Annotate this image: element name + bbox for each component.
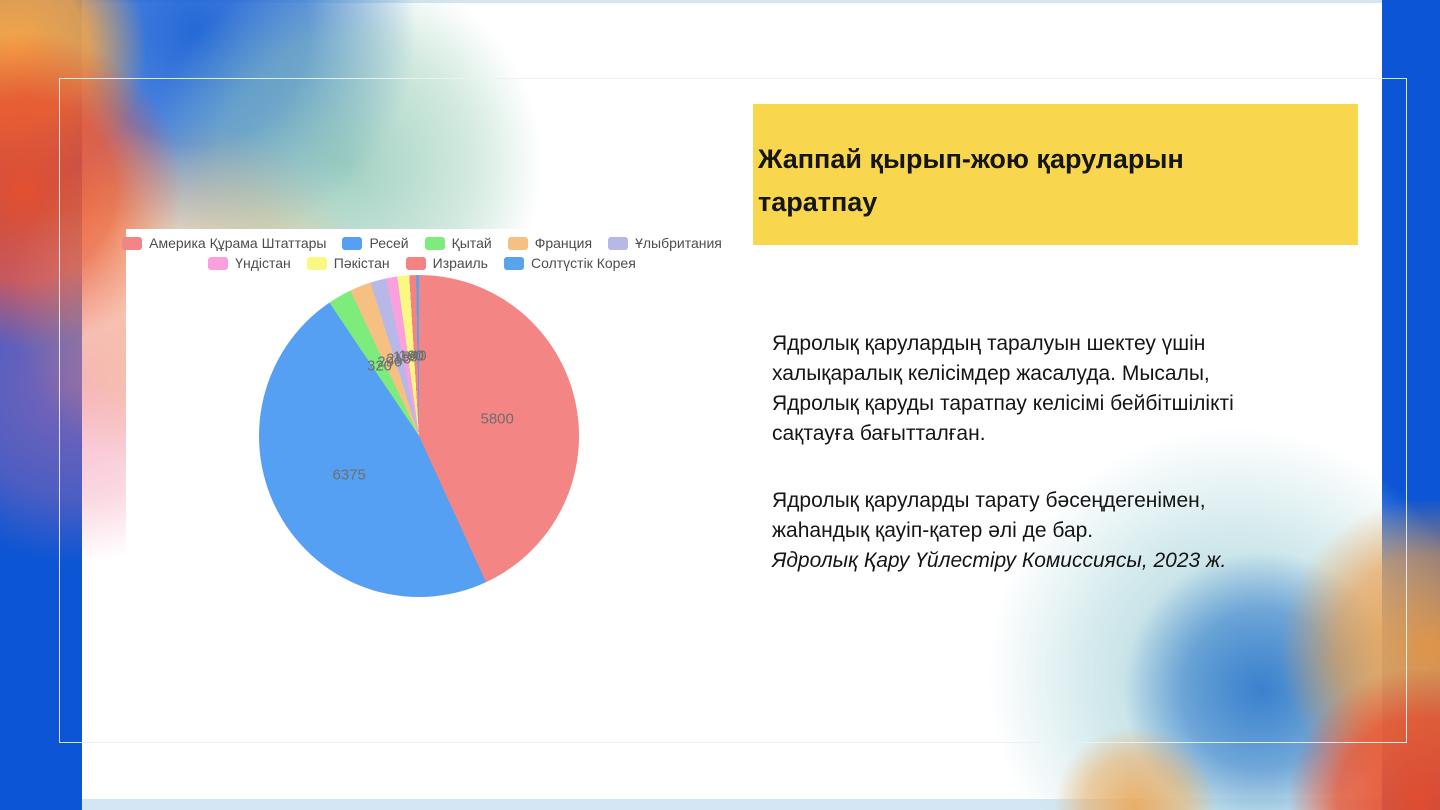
- pie-label-4: 215: [386, 350, 412, 368]
- legend-swatch-icon: [507, 236, 528, 250]
- legend-label: Франция: [534, 235, 593, 251]
- body-paragraph-2: Ядролық қаруларды тарату бәсеңдегенімен,…: [772, 489, 1206, 542]
- pie-label-2: 320: [366, 357, 393, 375]
- pie-label-3: 290: [377, 353, 403, 370]
- legend-item-1: Ресей: [342, 235, 409, 251]
- legend-label: Қытай: [451, 235, 492, 251]
- bottom-edge-strip: [82, 799, 1382, 810]
- pie-label-6: 160: [398, 347, 424, 365]
- pie-label-7: 90: [407, 347, 425, 365]
- pie-label-5: 150: [392, 348, 418, 366]
- legend-label: Үндістан: [235, 255, 291, 271]
- legend-label: Америка Құрама Штаттары: [149, 235, 327, 251]
- legend-swatch-icon: [306, 256, 327, 270]
- legend-label: Ресей: [369, 235, 409, 251]
- legend-swatch-icon: [608, 236, 629, 250]
- legend-item-4: Ұлыбритания: [608, 235, 722, 251]
- title-box: Жаппай қырып-жою қаруларын таратпау: [753, 104, 1358, 245]
- legend-swatch-icon: [503, 256, 524, 270]
- legend-swatch-icon: [342, 236, 363, 250]
- legend-label: Израиль: [432, 255, 488, 271]
- legend-item-0: Америка Құрама Штаттары: [122, 235, 326, 251]
- legend-row-1: Америка Құрама Штаттары Ресей Қытай Франция…: [122, 235, 722, 251]
- source-citation: Ядролық Қару Үйлестіру Комиссиясы, 2023 …: [772, 549, 1227, 572]
- legend-item-3: Франция: [507, 235, 593, 251]
- legend-label: Ұлыбритания: [635, 235, 722, 251]
- legend-label: Солтүстік Корея: [530, 255, 636, 271]
- pie-label-0: 5800: [480, 410, 514, 428]
- pie-label-8: 40: [409, 347, 427, 365]
- legend-item-5: Үндістан: [208, 255, 291, 271]
- decor-frame-outline: [59, 78, 1407, 743]
- legend-swatch-icon: [208, 256, 229, 270]
- legend-label: Пәкістан: [333, 255, 390, 271]
- slide-title: Жаппай қырып-жою қаруларын таратпау: [758, 144, 1184, 217]
- top-edge-strip: [82, 0, 1382, 4]
- legend-item-7: Израиль: [405, 255, 488, 271]
- chart-legend: Америка Құрама Штаттары Ресей Қытай Франция…: [122, 229, 722, 271]
- pie-chart-panel: Америка Құрама Штаттары Ресей Қытай Франция…: [122, 229, 722, 639]
- legend-item-6: Пәкістан: [306, 255, 390, 271]
- legend-swatch-icon: [424, 236, 445, 250]
- legend-item-2: Қытай: [424, 235, 492, 251]
- legend-item-8: Солтүстік Корея: [503, 255, 636, 271]
- legend-row-2: Үндістан Пәкістан Израиль Солтүстік Корея: [208, 255, 636, 271]
- pie-chart: [259, 275, 579, 597]
- legend-swatch-icon: [122, 236, 143, 250]
- pie-label-1: 6375: [332, 466, 366, 484]
- body-paragraph-1: Ядролық қарулардың таралуын шектеу үшін …: [772, 332, 1234, 445]
- body-text-block: Ядролық қарулардың таралуын шектеу үшін …: [772, 329, 1364, 576]
- legend-swatch-icon: [405, 256, 426, 270]
